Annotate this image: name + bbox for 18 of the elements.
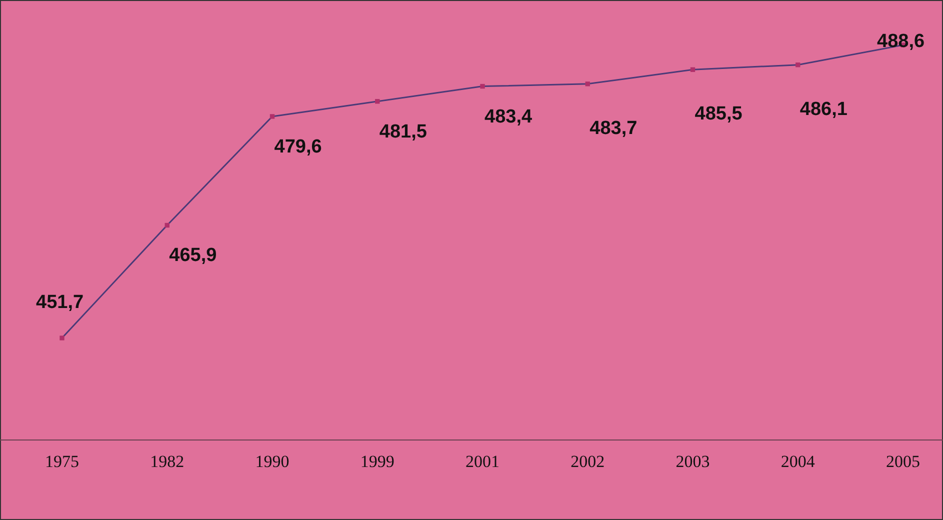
data-label: 481,5 <box>379 121 428 142</box>
x-tick-label: 2001 <box>466 452 500 471</box>
data-label: 465,9 <box>169 245 217 266</box>
data-label: 483,4 <box>484 106 532 128</box>
x-tick-label: 2003 <box>676 452 710 471</box>
x-tick-label: 1982 <box>150 452 184 471</box>
x-tick-label: 2002 <box>570 452 605 471</box>
data-label: 451,7 <box>36 292 84 313</box>
data-label: 485,5 <box>694 104 743 125</box>
x-tick-label: 2004 <box>780 452 816 471</box>
x-tick-label: 1999 <box>360 452 394 471</box>
x-tick-label: 1975 <box>45 452 79 471</box>
data-label: 486,1 <box>800 98 848 120</box>
x-tick-label: 1990 <box>255 452 290 471</box>
data-label: 483,7 <box>590 118 638 139</box>
data-label: 488,6 <box>877 31 925 52</box>
x-tick-label: 2005 <box>886 452 920 471</box>
data-label: 479,6 <box>274 136 322 158</box>
